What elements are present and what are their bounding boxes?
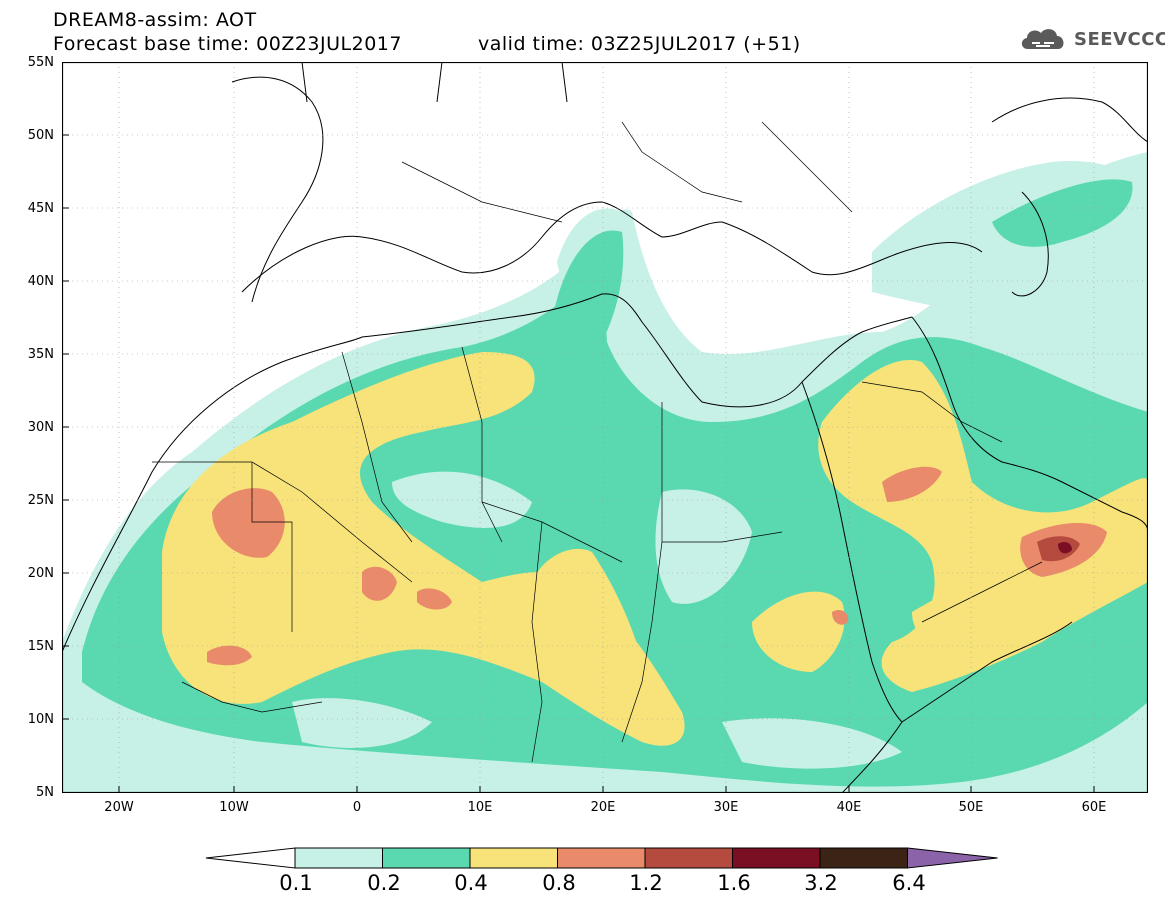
lat-label: 10N [27, 712, 54, 727]
colorbar-label: 1.2 [629, 871, 663, 895]
colorbar-label: 6.4 [892, 871, 926, 895]
cloud-icon [1021, 29, 1064, 49]
colorbar-segment [469, 847, 558, 869]
lon-label: 40E [836, 800, 862, 815]
colorbar-segment [644, 847, 733, 869]
colorbar [205, 847, 998, 869]
colorbar-segment [294, 847, 383, 869]
aot-contours [62, 152, 1148, 793]
valid-time: valid time: 03Z25JUL2017 (+51) [478, 33, 801, 55]
colorbar-label: 0.2 [367, 871, 401, 895]
lat-label: 5N [36, 785, 54, 800]
lat-label: 35N [27, 347, 54, 362]
lon-label: 20E [590, 800, 616, 815]
seevccc-logo: SEEVCCC [1018, 24, 1165, 54]
colorbar-segment [557, 847, 646, 869]
coastlines [62, 62, 1148, 793]
lat-label: 45N [27, 201, 54, 216]
lon-label: 10E [467, 800, 493, 815]
borders [152, 121, 1043, 763]
lon-label: 50E [958, 800, 984, 815]
colorbar-segment [732, 847, 821, 869]
lon-label: 10W [219, 800, 249, 815]
forecast-base-time: Forecast base time: 00Z23JUL2017 [53, 33, 402, 55]
axis-ticks [62, 62, 1095, 793]
colorbar-segment [382, 847, 471, 869]
colorbar-segment-high [907, 847, 998, 869]
lon-label: 60E [1081, 800, 1107, 815]
lon-label: 30E [713, 800, 739, 815]
lat-label: 15N [27, 639, 54, 654]
aot-band-1.2 [1037, 536, 1080, 562]
aot-band-0.8 [212, 488, 285, 558]
lon-label: 0 [352, 800, 362, 815]
colorbar-label: 0.1 [279, 871, 313, 895]
aot-map [62, 62, 1148, 793]
colorbar-label: 1.6 [717, 871, 751, 895]
lat-label: 20N [27, 566, 54, 581]
lon-label: 20W [104, 800, 134, 815]
colorbar-segment [819, 847, 908, 869]
lat-label: 55N [27, 55, 54, 70]
lat-label: 25N [27, 493, 54, 508]
logo-text: SEEVCCC [1074, 28, 1165, 50]
lat-label: 50N [27, 128, 54, 143]
lat-label: 40N [27, 274, 54, 289]
colorbar-label: 0.8 [542, 871, 576, 895]
colorbar-segment-low [205, 847, 296, 869]
lat-label: 30N [27, 420, 54, 435]
colorbar-label: 3.2 [804, 871, 838, 895]
colorbar-label: 0.4 [454, 871, 488, 895]
aot-band-0.4 [162, 352, 685, 746]
map-title: DREAM8-assim: AOT [53, 9, 257, 31]
graticule [62, 62, 1148, 793]
